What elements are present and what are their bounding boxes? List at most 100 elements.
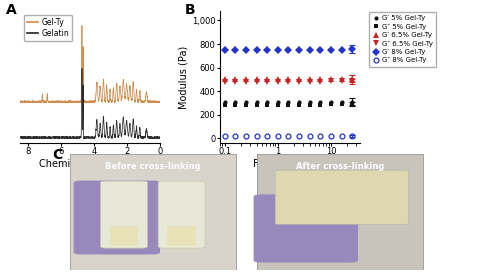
G″ 8% Gel-Ty — [296, 134, 302, 138]
G″ 8% Gel-Ty — [350, 134, 356, 137]
G′ 6.5% Gel-Ty — [243, 78, 249, 81]
G″ 8% Gel-Ty — [328, 134, 334, 138]
G′ 5% Gel-Ty — [254, 100, 260, 104]
G′ 5% Gel-Ty — [243, 101, 249, 104]
G″ 6.5% Gel-Ty — [318, 80, 324, 83]
G′ 5% Gel-Ty — [350, 100, 356, 103]
G′ 8% Gel-Ty — [232, 48, 238, 51]
Line: G′ 5% Gel-Ty: G′ 5% Gel-Ty — [222, 100, 354, 104]
G″ 6.5% Gel-Ty — [296, 80, 302, 83]
G′ 6.5% Gel-Ty — [222, 78, 228, 81]
G″ 8% Gel-Ty — [318, 134, 324, 138]
G″ 5% Gel-Ty — [254, 103, 260, 106]
G″ 8% Gel-Ty — [264, 134, 270, 138]
G″ 8% Gel-Ty — [254, 134, 260, 138]
G′ 8% Gel-Ty — [243, 48, 249, 52]
G″ 5% Gel-Ty — [350, 103, 356, 106]
G″ 6.5% Gel-Ty — [264, 80, 270, 83]
G′ 6.5% Gel-Ty — [328, 77, 334, 81]
G″ 5% Gel-Ty — [338, 103, 344, 106]
G″ 6.5% Gel-Ty — [222, 80, 228, 83]
G′ 8% Gel-Ty — [254, 48, 260, 51]
G″ 5% Gel-Ty — [318, 103, 324, 106]
G′ 5% Gel-Ty — [338, 100, 344, 104]
G′ 5% Gel-Ty — [307, 100, 313, 104]
X-axis label: Frequency (Hz): Frequency (Hz) — [253, 159, 326, 169]
G″ 5% Gel-Ty — [275, 103, 281, 106]
G′ 5% Gel-Ty — [222, 101, 228, 104]
Bar — [257, 154, 423, 270]
G′ 8% Gel-Ty — [338, 48, 344, 51]
G″ 8% Gel-Ty — [275, 134, 281, 138]
G″ 5% Gel-Ty — [307, 103, 313, 106]
Text: C: C — [52, 148, 62, 162]
G″ 8% Gel-Ty — [307, 134, 313, 138]
G″ 6.5% Gel-Ty — [243, 80, 249, 83]
G′ 5% Gel-Ty — [232, 101, 238, 104]
G′ 6.5% Gel-Ty — [254, 78, 260, 81]
X-axis label: Chemical shift (ppm): Chemical shift (ppm) — [39, 159, 142, 169]
G″ 6.5% Gel-Ty — [286, 80, 292, 83]
G′ 6.5% Gel-Ty — [232, 78, 238, 81]
G′ 8% Gel-Ty — [222, 48, 228, 52]
G″ 5% Gel-Ty — [264, 103, 270, 106]
G′ 8% Gel-Ty — [318, 48, 324, 51]
G″ 6.5% Gel-Ty — [350, 79, 356, 83]
G″ 5% Gel-Ty — [232, 103, 238, 106]
Line: G″ 6.5% Gel-Ty: G″ 6.5% Gel-Ty — [222, 78, 355, 85]
Text: A: A — [6, 3, 16, 17]
G″ 6.5% Gel-Ty — [328, 80, 334, 83]
FancyBboxPatch shape — [275, 170, 408, 224]
FancyBboxPatch shape — [254, 194, 358, 263]
G″ 8% Gel-Ty — [243, 134, 249, 138]
Line: G″ 5% Gel-Ty: G″ 5% Gel-Ty — [222, 102, 354, 107]
G′ 8% Gel-Ty — [328, 48, 334, 51]
G′ 8% Gel-Ty — [307, 48, 313, 51]
Text: Before cross-linking: Before cross-linking — [105, 162, 200, 171]
G′ 6.5% Gel-Ty — [338, 77, 344, 81]
G′ 8% Gel-Ty — [264, 48, 270, 51]
Text: B: B — [184, 3, 195, 17]
Line: G′ 8% Gel-Ty: G′ 8% Gel-Ty — [222, 46, 355, 53]
G″ 6.5% Gel-Ty — [254, 80, 260, 83]
G″ 8% Gel-Ty — [338, 134, 344, 138]
G′ 6.5% Gel-Ty — [307, 78, 313, 81]
G″ 5% Gel-Ty — [296, 103, 302, 106]
G′ 8% Gel-Ty — [275, 48, 281, 51]
G″ 8% Gel-Ty — [222, 134, 228, 138]
G′ 8% Gel-Ty — [350, 47, 356, 50]
Legend: Gel-Ty, Gelatin: Gel-Ty, Gelatin — [24, 15, 72, 41]
G′ 6.5% Gel-Ty — [318, 78, 324, 81]
G″ 8% Gel-Ty — [232, 135, 238, 138]
FancyBboxPatch shape — [158, 181, 205, 248]
G″ 6.5% Gel-Ty — [275, 80, 281, 83]
G″ 8% Gel-Ty — [286, 134, 292, 138]
FancyBboxPatch shape — [74, 181, 160, 254]
G″ 5% Gel-Ty — [243, 103, 249, 106]
G″ 5% Gel-Ty — [222, 103, 228, 106]
G″ 5% Gel-Ty — [328, 103, 334, 106]
Legend: G′ 5% Gel-Ty, G″ 5% Gel-Ty, G′ 6.5% Gel-Ty, G″ 6.5% Gel-Ty, G′ 8% Gel-Ty, G″ 8% : G′ 5% Gel-Ty, G″ 5% Gel-Ty, G′ 6.5% Gel-… — [369, 12, 436, 67]
G′ 5% Gel-Ty — [296, 101, 302, 104]
Bar — [167, 226, 196, 246]
G′ 5% Gel-Ty — [328, 100, 334, 104]
Text: After cross-linking: After cross-linking — [296, 162, 384, 171]
Bar — [70, 154, 235, 270]
G′ 6.5% Gel-Ty — [275, 78, 281, 81]
G′ 5% Gel-Ty — [286, 100, 292, 104]
G′ 8% Gel-Ty — [286, 48, 292, 51]
Line: G″ 8% Gel-Ty: G″ 8% Gel-Ty — [222, 133, 355, 139]
G′ 6.5% Gel-Ty — [350, 77, 356, 80]
G′ 6.5% Gel-Ty — [264, 78, 270, 81]
G′ 5% Gel-Ty — [275, 101, 281, 104]
G″ 6.5% Gel-Ty — [307, 80, 313, 83]
G′ 8% Gel-Ty — [296, 48, 302, 51]
G″ 6.5% Gel-Ty — [232, 80, 238, 84]
Y-axis label: Modulus (Pa): Modulus (Pa) — [179, 45, 189, 109]
G′ 5% Gel-Ty — [264, 101, 270, 104]
G″ 6.5% Gel-Ty — [338, 80, 344, 83]
G′ 5% Gel-Ty — [318, 100, 324, 104]
FancyBboxPatch shape — [100, 181, 148, 248]
G′ 6.5% Gel-Ty — [286, 78, 292, 81]
Bar — [110, 226, 138, 246]
